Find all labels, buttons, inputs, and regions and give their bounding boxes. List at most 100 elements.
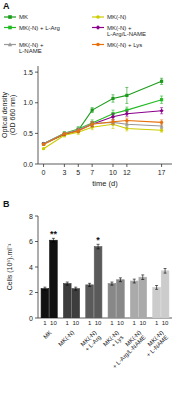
y-tick [35,318,38,319]
legend-label: MK(-N) [107,14,126,20]
x-axis-label: time (d) [92,179,118,188]
error-bar [160,96,163,103]
error-bar [125,118,128,123]
text-line: + L-NAME [145,334,169,358]
data-point [160,109,164,113]
dose-label: 10 [50,320,57,326]
category-label: MK(-N) [57,329,75,347]
plot-area [41,78,163,150]
data-point [62,131,66,135]
data-point [125,94,128,97]
y-tick-label: 8 [29,213,33,220]
series [41,108,163,146]
dose-label: 10 [117,320,124,326]
legend-label: MK(-N) + L-Arg [19,25,60,31]
x-tick [64,164,65,167]
data-point [160,98,163,101]
text-line: + L-Arg [84,334,102,352]
text-line: Optical density [1,92,9,138]
panel-label: A [3,1,10,11]
bar [117,280,125,318]
y-axis-line [38,66,39,164]
y-tick-label: 6 [29,238,33,245]
category-label: MK(-N)+ L-Arg [79,329,102,352]
series-line [44,122,162,143]
text-line: MK(-N) [107,14,126,20]
dose-label: 10 [72,320,79,326]
significance-marker: * [96,235,100,245]
y-tick-label: 0.0 [23,161,33,168]
error-bar [91,108,94,113]
text-line: MK(-N) + Lys [107,42,142,48]
data-point [63,132,66,135]
y-tick-label: 0.5 [23,130,33,137]
y-tick-label: 1.5 [23,69,33,76]
significance-marker: ** [50,229,58,239]
y-tick-label: 0 [29,315,33,322]
category-label: MK(-N)+ L-Arg/L-NAME [107,329,147,369]
legend-label: MK [19,14,28,20]
category-label: MK(-N)+ L-NAME [141,329,170,358]
text-line: MK(-N) + [19,42,44,48]
y-tick [35,241,38,242]
bar [153,287,161,318]
text-line: Cells (10⁶).ml⁻¹ [6,243,14,290]
x-tick-label: 10 [109,169,117,176]
error-bar [77,128,80,132]
dose-label: 1 [66,320,70,326]
error-bar [63,133,66,135]
bar [130,281,138,318]
error-bar [66,282,69,285]
x-tick [92,164,93,167]
error-bar [111,95,114,102]
category-label: MK [42,329,53,340]
x-tick-label: 3 [62,169,66,176]
series [42,78,163,145]
plot-area [41,238,169,318]
error-bar [160,78,163,84]
x-axis-line [38,318,172,319]
error-bar [119,278,122,282]
dose-label: 1 [88,320,92,326]
x-tick-label: 17 [158,169,166,176]
error-bar [111,119,114,124]
series [42,118,163,146]
panel-label: B [3,199,10,209]
bar [108,284,116,318]
data-point [111,120,114,123]
y-tick-label: 1.0 [23,99,33,106]
bar [63,284,71,318]
data-point [42,147,45,150]
error-bar [160,108,163,114]
x-tick [43,164,44,167]
series [42,120,163,150]
dose-label: 10 [162,320,169,326]
x-tick [112,164,113,167]
dose-label: 10 [95,320,102,326]
error-bar [111,114,114,120]
y-tick [35,72,38,73]
error-bar [141,275,144,280]
error-bar [88,283,91,286]
dose-label: 1 [155,320,159,326]
error-bar [63,132,66,136]
bar [41,289,49,318]
legend-marker [8,15,12,19]
error-bar [42,148,45,149]
x-axis-line [38,164,172,165]
x-tick-label: 7 [90,169,94,176]
x-tick-label: 0 [42,169,46,176]
dose-label: 1 [110,320,114,326]
y-tick [35,102,38,103]
bar [86,285,94,318]
error-bar [63,133,66,137]
y-axis-label: Cells (10⁶).ml⁻¹ [6,243,14,290]
series-line [44,111,162,144]
error-bar [77,128,80,132]
series [42,96,163,145]
bar [161,271,169,318]
error-bar [77,129,80,133]
error-bar [52,238,55,242]
data-point [77,129,80,132]
y-axis-label: Optical density(OD 660 nm) [1,92,17,138]
